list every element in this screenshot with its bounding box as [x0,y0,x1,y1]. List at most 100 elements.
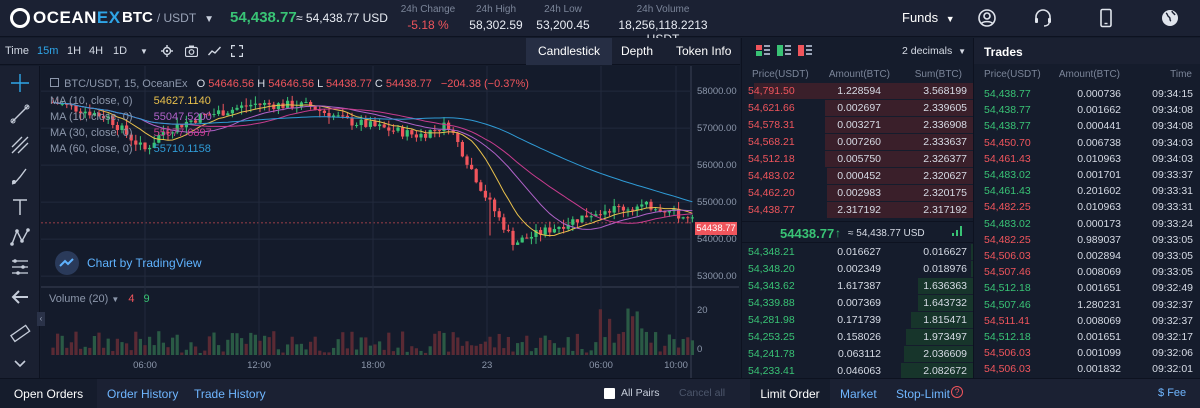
volume-bar [621,332,625,355]
support-headset-icon[interactable] [1033,8,1053,28]
price-tick-label: 56000.00 [697,160,737,171]
logo-accent: EX [96,8,121,27]
view-both-icon[interactable] [756,45,770,56]
stat-value: 53,200.45 [536,18,590,32]
bid-price: 54,253.25 [748,331,795,343]
funds-menu[interactable]: Funds ▼ [902,10,955,25]
candle-body [474,169,478,183]
bid-row[interactable]: 54,253.25 0.158026 1.973497 [742,329,973,345]
fee-link[interactable]: $ Fee [1158,387,1186,399]
chart-toolbar: Time 15m 1H 4H 1D ▼ Candlestick Depth To… [0,38,740,65]
trade-amount: 0.000441 [1077,120,1121,133]
account-icon[interactable] [977,8,997,28]
bid-price: 54,281.98 [748,314,795,326]
settings-gear-icon[interactable] [161,45,173,57]
interval-1h[interactable]: 1H [67,45,82,57]
bid-row[interactable]: 54,348.20 0.002349 0.018976 [742,261,973,277]
tab-stop-limit[interactable]: Stop-Limit [896,387,951,401]
ask-row[interactable]: 54,578.31 0.003271 2.336908 [742,117,973,133]
volume-bar [681,338,685,355]
ask-row[interactable]: 54,438.77 2.317192 2.317192 [742,202,973,218]
ruler-icon[interactable] [9,322,31,344]
tradingview-watermark[interactable]: Chart by TradingView [55,251,202,275]
language-globe-icon[interactable] [1160,8,1180,28]
mobile-app-icon[interactable] [1096,8,1116,28]
tab-depth[interactable]: Depth [621,44,654,58]
last-price-usd: ≈ 54,438.77 USD [296,11,388,25]
ask-row[interactable]: 54,512.18 0.005750 2.326377 [742,151,973,167]
candle-body [336,115,340,117]
volume-bar [350,331,354,355]
view-bids-icon[interactable] [777,45,791,56]
chevron-down-icon[interactable]: ▼ [111,295,120,304]
volume-bar [635,311,639,355]
cancel-all-button[interactable]: Cancel all [679,387,726,399]
fullscreen-icon[interactable] [231,45,243,57]
candle-body [442,122,446,131]
trade-amount: 0.002894 [1077,250,1121,262]
interval-dropdown-icon[interactable]: ▼ [140,47,148,56]
expand-tools-chevron-icon[interactable] [9,352,31,374]
volume-value-b: 9 [143,293,150,305]
interval-4h[interactable]: 4H [89,45,104,57]
trend-line-icon[interactable] [9,103,31,125]
collapse-sidebar-icon[interactable]: ‹ [37,312,45,326]
time-tick-label: 06:00 [133,360,157,371]
candle-body [396,127,400,131]
decimals-selector[interactable]: 2 decimals ▼ [902,45,966,57]
chart-canvas[interactable]: 58000.00 57000.00 56000.00 55000.00 54000.00… [41,66,739,378]
prediction-tool-icon[interactable] [9,256,31,278]
bid-row[interactable]: 54,241.78 0.063112 2.036609 [742,346,973,362]
ask-row[interactable]: 54,568.21 0.007260 2.333637 [742,134,973,150]
price-tick-label: 58000.00 [697,86,737,97]
bid-row[interactable]: 54,348.21 0.016627 0.016627 [742,244,973,260]
volume-bar [603,337,607,355]
candle-body [534,230,538,237]
trade-price: 54,483.02 [984,169,1031,181]
candlestick-chart[interactable]: 58000.00 57000.00 56000.00 55000.00 54000.00… [37,66,739,378]
ask-row[interactable]: 54,462.20 0.002983 2.320175 [742,185,973,201]
view-asks-icon[interactable] [798,45,812,56]
interval-15m[interactable]: 15m [37,45,59,57]
screenshot-camera-icon[interactable] [185,45,198,57]
ask-row[interactable]: 54,483.02 0.000452 2.320627 [742,168,973,184]
tab-limit-order[interactable]: Limit Order [750,379,830,408]
volume-bar [686,337,690,355]
bid-row[interactable]: 54,343.62 1.617387 1.636363 [742,278,973,294]
bid-price: 54,241.78 [748,348,795,360]
tab-token-info[interactable]: Token Info [676,44,732,58]
crosshair-icon[interactable] [9,72,31,94]
oceanex-logo[interactable]: OCEAN EX [10,7,121,29]
bid-sum: 1.815471 [923,314,967,326]
bid-row[interactable]: 54,339.88 0.007369 1.643732 [742,295,973,311]
indicators-icon[interactable] [208,45,221,57]
brush-icon[interactable] [9,165,31,187]
fib-tool-icon[interactable] [9,134,31,156]
tab-open-orders[interactable]: Open Orders [0,379,97,408]
bid-row[interactable]: 54,281.98 0.171739 1.815471 [742,312,973,328]
pair-selector[interactable]: BTC / USDT ▼ [122,9,214,26]
candle-body [309,102,313,107]
volume-bar [304,349,308,355]
order-book: 2 decimals ▼ Price(USDT) Amount(BTC) Sum… [741,38,973,378]
ask-sum: 2.317192 [923,204,967,216]
bid-sum: 1.973497 [923,331,967,343]
tab-trade-history[interactable]: Trade History [194,387,266,401]
pattern-tool-icon[interactable] [9,226,31,248]
text-tool-icon[interactable] [9,196,31,218]
tab-candlestick[interactable]: Candlestick [526,38,613,65]
candle-body [102,116,106,119]
tab-market[interactable]: Market [840,387,877,401]
back-arrow-icon[interactable] [9,286,31,308]
candle-body [79,111,83,114]
collapse-legend-icon[interactable] [50,78,59,87]
volume-bar [322,352,326,355]
interval-1d[interactable]: 1D [113,45,128,57]
bid-row[interactable]: 54,233.41 0.046063 2.082672 [742,363,973,378]
all-pairs-checkbox[interactable] [604,388,615,399]
tab-order-history[interactable]: Order History [107,387,179,401]
ask-row[interactable]: 54,791.50 1.228594 3.568199 [742,83,973,99]
help-info-icon[interactable]: ? [951,386,963,398]
ask-row[interactable]: 54,621.66 0.002697 2.339605 [742,100,973,116]
moving-average-line [52,101,693,237]
